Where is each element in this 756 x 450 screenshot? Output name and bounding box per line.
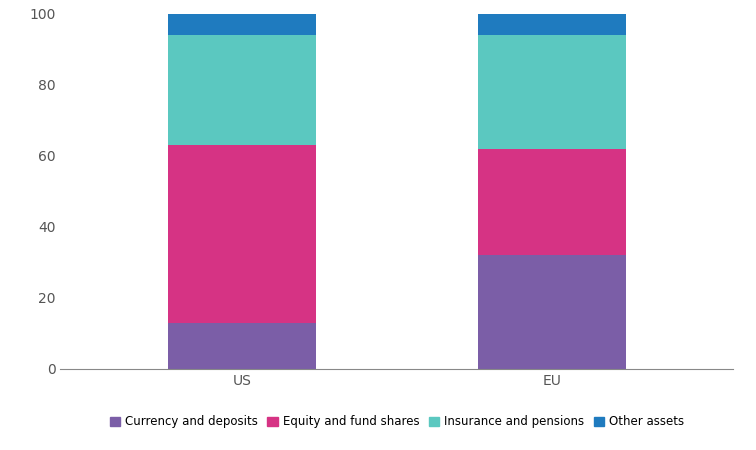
Bar <box>478 14 626 35</box>
Bar <box>168 145 316 323</box>
Bar <box>478 255 626 369</box>
Bar <box>168 35 316 145</box>
Bar <box>168 323 316 369</box>
Legend: Currency and deposits, Equity and fund shares, Insurance and pensions, Other ass: Currency and deposits, Equity and fund s… <box>105 410 689 433</box>
Bar <box>478 148 626 255</box>
Bar <box>478 35 626 148</box>
Bar <box>168 14 316 35</box>
